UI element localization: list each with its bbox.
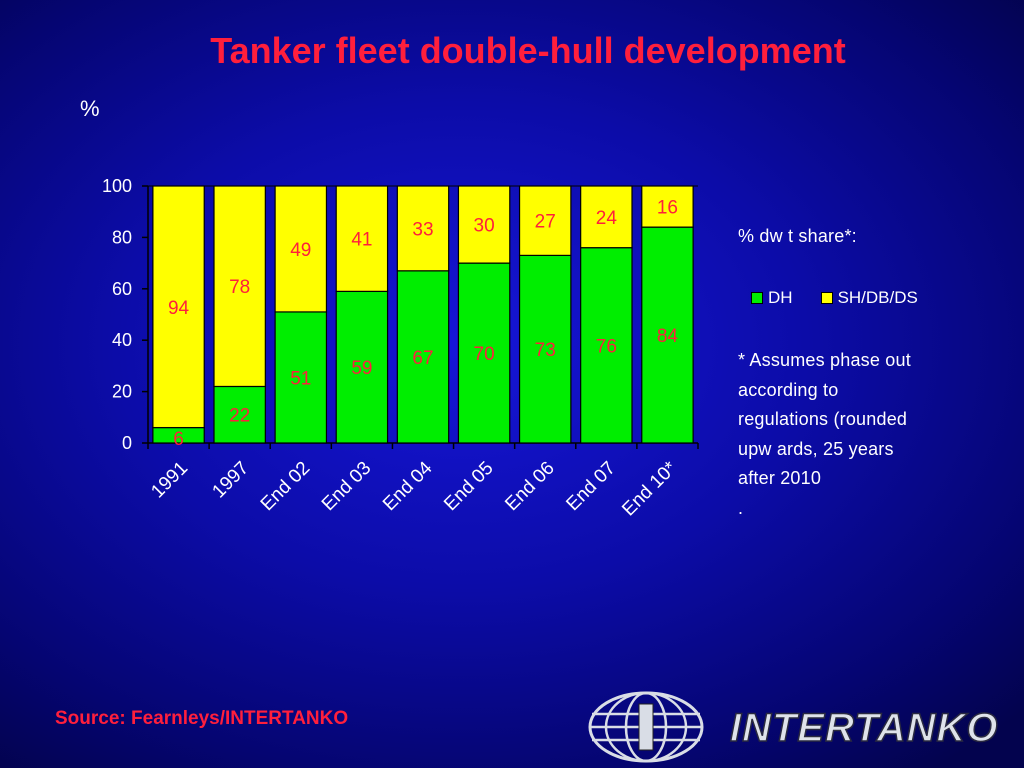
chart-legend: DH SH/DB/DS [751, 288, 946, 308]
legend-item-sh: SH/DB/DS [820, 288, 918, 308]
data-label-dh: 59 [351, 358, 372, 379]
legend-swatch-sh [820, 292, 833, 304]
data-label-dh: 84 [657, 326, 679, 347]
bar-dh [396, 270, 450, 444]
bar-sh [518, 185, 572, 256]
y-tick-label: 20 [112, 382, 132, 402]
footnote: * Assumes phase out according to regulat… [738, 346, 911, 523]
data-label-sh: 94 [168, 298, 190, 319]
y-tick-label: 40 [112, 330, 132, 350]
footnote-line: after 2010 [738, 468, 822, 488]
data-label-sh: 30 [474, 216, 495, 237]
intertanko-logo-text: INTERTANKO [729, 705, 999, 751]
y-tick-label: 60 [112, 279, 132, 299]
x-tick-label: End 06 [501, 458, 558, 515]
x-tick-label: 1991 [147, 458, 192, 503]
data-label-sh: 49 [290, 240, 311, 261]
footnote-line: . [738, 497, 744, 518]
bar-dh [518, 254, 572, 444]
data-label-sh: 78 [229, 277, 250, 298]
data-label-dh: 67 [412, 348, 433, 369]
data-label-sh: 27 [535, 212, 556, 233]
x-tick-label: End 10* [618, 457, 681, 520]
data-label-dh: 76 [596, 336, 617, 357]
bar-dh [580, 247, 633, 444]
bar-sh [396, 185, 450, 272]
footnote-line: * Assumes phase out [738, 350, 911, 370]
data-label-dh: 51 [290, 368, 311, 389]
legend-item-dh: DH [751, 288, 793, 308]
y-tick-label: 80 [112, 227, 132, 247]
bar-sh [580, 185, 633, 249]
bar-sh [335, 185, 389, 292]
legend-swatch-dh [751, 292, 763, 304]
bar-sh [152, 185, 205, 429]
legend-label-dh: DH [768, 288, 793, 307]
data-label-dh: 6 [173, 429, 184, 450]
data-label-sh: 24 [596, 208, 618, 229]
x-tick-label: End 02 [257, 458, 314, 515]
legend-heading: % dw t share*: [738, 226, 857, 246]
source-note: Source: Fearnleys/INTERTANKO [55, 708, 349, 729]
footnote-line: upw ards, 25 years [738, 438, 894, 459]
bar-dh [213, 385, 266, 444]
data-label-sh: 41 [351, 230, 372, 251]
y-axis-unit-label: % [80, 96, 100, 121]
y-tick-label: 100 [102, 176, 132, 196]
x-tick-label: End 07 [562, 458, 619, 515]
x-tick-label: 1997 [208, 458, 253, 503]
bar-sh [274, 185, 328, 313]
slide-title: Tanker fleet double-hull development [210, 30, 846, 71]
bar-sh [457, 185, 511, 264]
legend-label-sh: SH/DB/DS [837, 288, 918, 307]
bar-dh [274, 311, 328, 444]
data-label-dh: 73 [535, 340, 556, 361]
bar-sh [641, 185, 694, 228]
bar-sh [213, 185, 266, 388]
footnote-line: regulations (rounded [738, 409, 908, 429]
bar-dh [641, 226, 694, 444]
x-tick-label: End 03 [318, 458, 375, 515]
data-label-sh: 33 [412, 219, 433, 240]
data-label-dh: 70 [474, 344, 495, 365]
y-tick-label: 0 [122, 433, 132, 453]
globe-logo-icon [588, 691, 704, 763]
footnote-line: according to [738, 379, 839, 400]
x-tick-label: End 04 [379, 457, 437, 515]
x-tick-label: End 05 [440, 458, 497, 515]
data-label-sh: 16 [657, 198, 678, 219]
data-label-dh: 22 [229, 406, 250, 427]
